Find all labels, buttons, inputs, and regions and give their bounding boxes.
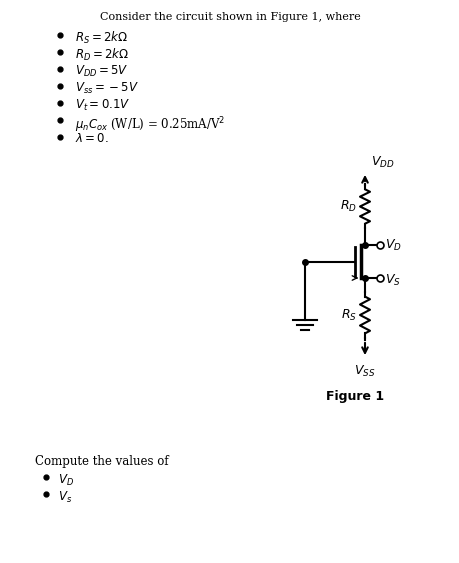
Text: $V_S$: $V_S$	[384, 272, 400, 288]
Text: $R_D = 2k\Omega$: $R_D = 2k\Omega$	[75, 47, 129, 63]
Text: $V_s$: $V_s$	[58, 490, 72, 505]
Text: $R_D$: $R_D$	[339, 199, 356, 214]
Text: Figure 1: Figure 1	[325, 390, 383, 403]
Text: Consider the circuit shown in Figure 1, where: Consider the circuit shown in Figure 1, …	[100, 12, 359, 22]
Text: $V_{ss} = -5V$: $V_{ss} = -5V$	[75, 81, 139, 96]
Text: $V_D$: $V_D$	[384, 238, 401, 253]
Text: $\mu_n C_{ox}$ (W/L) = 0.25mA/V$^2$: $\mu_n C_{ox}$ (W/L) = 0.25mA/V$^2$	[75, 115, 224, 135]
Text: $V_t = 0.1V$: $V_t = 0.1V$	[75, 98, 130, 113]
Text: $R_S$: $R_S$	[340, 307, 356, 323]
Text: $V_{DD}$: $V_{DD}$	[370, 155, 394, 170]
Text: $R_S = 2k\Omega$: $R_S = 2k\Omega$	[75, 30, 128, 46]
Text: $\lambda = 0.$: $\lambda = 0.$	[75, 132, 109, 145]
Text: $V_{DD} = 5V$: $V_{DD} = 5V$	[75, 64, 129, 79]
Text: Compute the values of: Compute the values of	[35, 455, 168, 468]
Text: $V_{SS}$: $V_{SS}$	[353, 364, 375, 379]
Text: $V_D$: $V_D$	[58, 473, 74, 488]
